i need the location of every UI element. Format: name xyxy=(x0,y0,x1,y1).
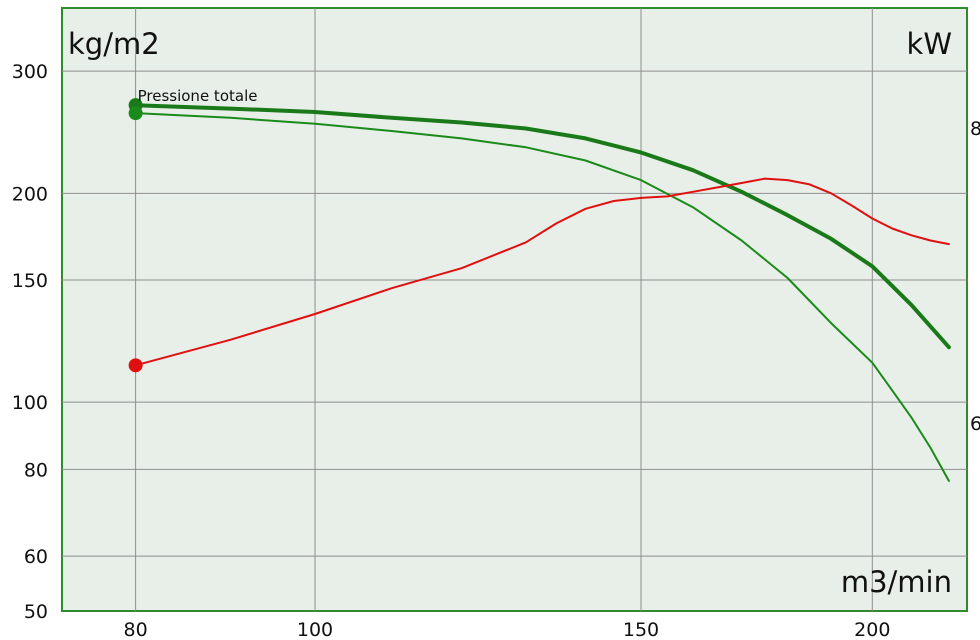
series-line-1 xyxy=(133,103,951,350)
y-tick-label: 300 xyxy=(12,61,48,83)
y-tick-label: 150 xyxy=(12,270,48,292)
series-line-3 xyxy=(134,177,950,367)
x-tick-label: 150 xyxy=(623,619,659,640)
y-tick-labels: 50 60 80 100 150 200 300 xyxy=(12,61,48,623)
right-tick-label: 8 xyxy=(970,118,980,140)
y-tick-label: 60 xyxy=(24,546,48,568)
series-annotation-label: Pressione totale xyxy=(138,87,258,105)
y-tick-label: 200 xyxy=(12,183,48,205)
series-line-2 xyxy=(134,112,950,482)
x-axis-unit-label: m3/min xyxy=(841,565,952,599)
right-tick-labels: 86 xyxy=(970,118,980,435)
y-tick-label: 50 xyxy=(24,601,48,623)
series-start-markers xyxy=(128,98,143,373)
series-start-marker xyxy=(128,358,143,373)
right-tick-label: 6 xyxy=(970,413,980,435)
series-start-marker xyxy=(128,106,143,121)
x-tick-label: 200 xyxy=(854,619,890,640)
y-axis-unit-label: kg/m2 xyxy=(68,27,160,61)
x-tick-labels: 80 100 150 200 xyxy=(124,619,891,640)
x-tick-label: 80 xyxy=(124,619,148,640)
y-tick-label: 80 xyxy=(24,459,48,481)
series-lines xyxy=(133,103,951,482)
y-tick-label: 100 xyxy=(12,392,48,414)
x-tick-label: 100 xyxy=(297,619,333,640)
right-axis-unit-label: kW xyxy=(907,27,952,61)
